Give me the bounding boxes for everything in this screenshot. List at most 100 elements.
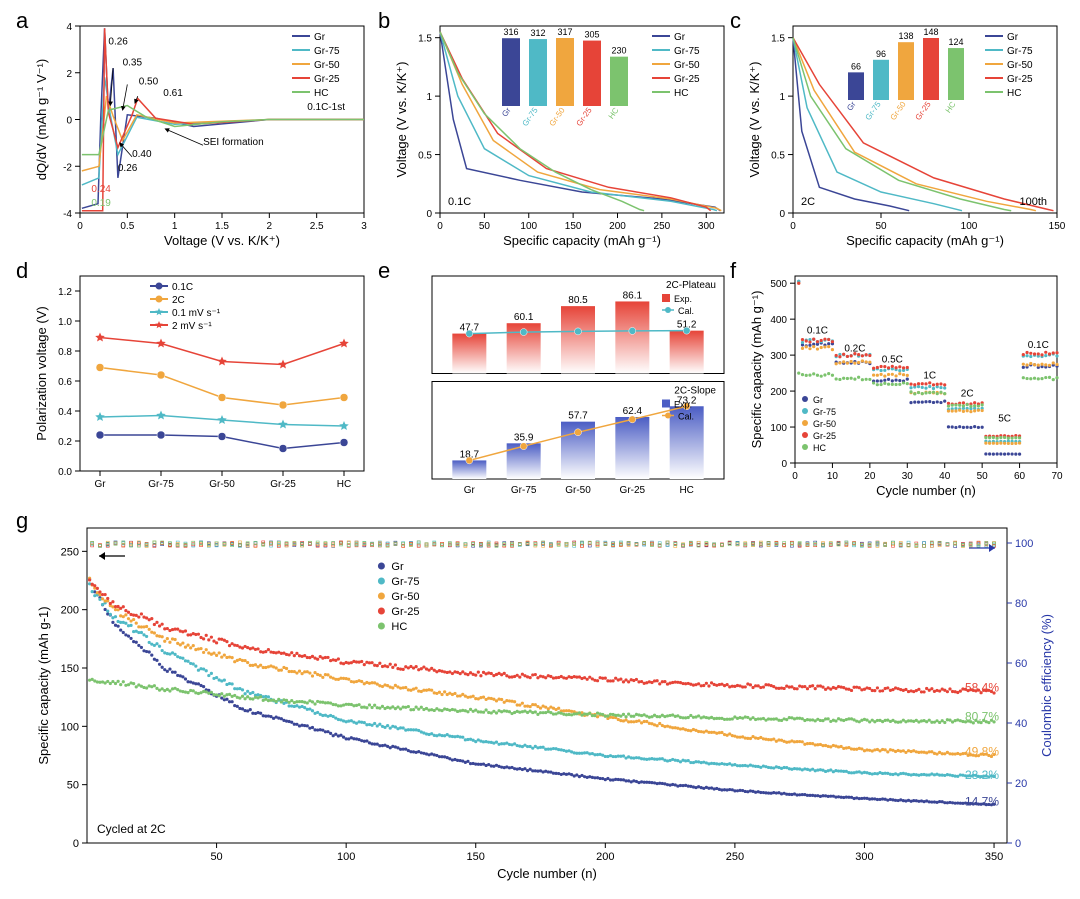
svg-text:316: 316 bbox=[503, 27, 518, 37]
svg-text:100: 100 bbox=[961, 221, 978, 232]
svg-text:300: 300 bbox=[698, 221, 715, 232]
svg-text:Gr-75: Gr-75 bbox=[674, 46, 700, 57]
svg-text:HC: HC bbox=[337, 479, 351, 490]
svg-text:100: 100 bbox=[337, 851, 355, 863]
svg-text:Coulombic efficiency (%): Coulombic efficiency (%) bbox=[1039, 614, 1054, 757]
svg-text:40: 40 bbox=[1015, 718, 1027, 730]
svg-text:300: 300 bbox=[855, 851, 873, 863]
svg-text:Gr-50: Gr-50 bbox=[548, 106, 567, 128]
svg-text:Gr-50: Gr-50 bbox=[391, 591, 419, 603]
svg-text:350: 350 bbox=[985, 851, 1003, 863]
svg-text:Gr: Gr bbox=[464, 485, 476, 496]
svg-text:35.9: 35.9 bbox=[514, 432, 534, 443]
svg-text:14.7%: 14.7% bbox=[965, 795, 999, 809]
svg-text:0: 0 bbox=[66, 116, 72, 127]
svg-text:Gr-50: Gr-50 bbox=[314, 60, 340, 71]
svg-text:5C: 5C bbox=[998, 414, 1011, 425]
svg-text:Gr-25: Gr-25 bbox=[314, 74, 340, 85]
svg-text:317: 317 bbox=[557, 27, 572, 37]
svg-text:86.1: 86.1 bbox=[623, 290, 643, 301]
svg-text:Gr-75: Gr-75 bbox=[511, 485, 537, 496]
svg-text:Gr: Gr bbox=[314, 32, 326, 43]
svg-text:150: 150 bbox=[565, 221, 582, 232]
svg-text:0.2C: 0.2C bbox=[844, 344, 865, 355]
svg-text:100: 100 bbox=[1015, 538, 1033, 550]
svg-text:250: 250 bbox=[654, 221, 671, 232]
svg-text:148: 148 bbox=[923, 27, 938, 37]
svg-text:0.1C: 0.1C bbox=[1028, 340, 1049, 351]
svg-text:200: 200 bbox=[596, 851, 614, 863]
svg-text:0.4: 0.4 bbox=[58, 407, 72, 418]
svg-text:Gr-75: Gr-75 bbox=[521, 106, 540, 128]
svg-text:0: 0 bbox=[426, 209, 432, 220]
svg-text:Gr-25: Gr-25 bbox=[620, 485, 646, 496]
svg-text:0: 0 bbox=[1015, 838, 1021, 850]
svg-text:1.5: 1.5 bbox=[771, 34, 785, 45]
svg-text:0: 0 bbox=[781, 459, 787, 470]
panel-g-label: g bbox=[16, 508, 28, 534]
svg-text:0: 0 bbox=[437, 221, 443, 232]
svg-text:0.1C: 0.1C bbox=[172, 282, 193, 293]
svg-text:0.8: 0.8 bbox=[58, 347, 72, 358]
svg-text:HC: HC bbox=[391, 621, 407, 633]
svg-text:2C-Slope: 2C-Slope bbox=[674, 386, 716, 397]
svg-text:250: 250 bbox=[726, 851, 744, 863]
svg-text:HC: HC bbox=[607, 106, 621, 121]
svg-text:50: 50 bbox=[67, 780, 79, 792]
svg-text:0: 0 bbox=[779, 209, 785, 220]
panel-b: 05010015020025030000.511.5Specific capac… bbox=[392, 18, 732, 253]
svg-text:Cycle number (n): Cycle number (n) bbox=[497, 866, 597, 881]
svg-text:Gr-25: Gr-25 bbox=[391, 606, 419, 618]
svg-text:Gr: Gr bbox=[845, 100, 858, 113]
svg-text:300: 300 bbox=[770, 351, 787, 362]
svg-text:HC: HC bbox=[679, 485, 693, 496]
svg-text:100: 100 bbox=[520, 221, 537, 232]
svg-text:0.1C: 0.1C bbox=[448, 196, 471, 208]
panel-f: 0102030405060700100200300400500Cycle num… bbox=[745, 268, 1065, 503]
svg-text:50: 50 bbox=[210, 851, 222, 863]
svg-text:2: 2 bbox=[66, 69, 72, 80]
svg-text:0: 0 bbox=[77, 221, 83, 232]
svg-text:Gr: Gr bbox=[94, 479, 106, 490]
svg-text:230: 230 bbox=[611, 46, 626, 56]
svg-text:0.61: 0.61 bbox=[163, 88, 183, 99]
svg-text:Gr-75: Gr-75 bbox=[813, 407, 836, 417]
svg-text:60.1: 60.1 bbox=[514, 312, 534, 323]
svg-text:Cycle number (n): Cycle number (n) bbox=[876, 483, 976, 498]
svg-text:Gr-75: Gr-75 bbox=[864, 100, 883, 122]
svg-text:Specific capacity (mAh g⁻¹): Specific capacity (mAh g⁻¹) bbox=[503, 233, 661, 248]
svg-text:0.26: 0.26 bbox=[108, 37, 128, 48]
svg-text:0.5: 0.5 bbox=[418, 151, 432, 162]
svg-text:1.2: 1.2 bbox=[58, 287, 72, 298]
svg-text:100: 100 bbox=[770, 423, 787, 434]
svg-text:HC: HC bbox=[674, 88, 688, 99]
svg-text:62.4: 62.4 bbox=[623, 406, 643, 417]
svg-text:Gr-50: Gr-50 bbox=[889, 100, 908, 122]
svg-text:HC: HC bbox=[314, 88, 328, 99]
svg-text:58.4%: 58.4% bbox=[965, 680, 999, 694]
svg-text:0.5: 0.5 bbox=[771, 151, 785, 162]
panel-d: 0.00.20.40.60.81.01.2GrGr-75Gr-50Gr-25HC… bbox=[32, 268, 372, 503]
svg-text:0.40: 0.40 bbox=[132, 149, 152, 160]
panel-a: 00.511.522.53-4-2024Voltage (V vs. K/K⁺)… bbox=[32, 18, 372, 253]
svg-text:Specific capacity (mAh g-1): Specific capacity (mAh g-1) bbox=[36, 606, 51, 764]
panel-b-label: b bbox=[378, 8, 390, 34]
svg-text:60: 60 bbox=[1014, 471, 1026, 482]
svg-text:10: 10 bbox=[827, 471, 839, 482]
svg-text:1C: 1C bbox=[923, 370, 936, 381]
svg-text:0: 0 bbox=[73, 838, 79, 850]
svg-text:96: 96 bbox=[876, 49, 886, 59]
panel-e: 47.760.180.586.151.22C-PlateauExp.Cal.18… bbox=[392, 268, 732, 503]
svg-text:Gr-25: Gr-25 bbox=[1007, 74, 1033, 85]
svg-text:0.1 mV s⁻¹: 0.1 mV s⁻¹ bbox=[172, 308, 221, 319]
svg-text:200: 200 bbox=[609, 221, 626, 232]
svg-text:0: 0 bbox=[792, 471, 798, 482]
svg-text:200: 200 bbox=[61, 605, 79, 617]
svg-text:2: 2 bbox=[267, 221, 273, 232]
svg-text:70: 70 bbox=[1051, 471, 1063, 482]
svg-text:4: 4 bbox=[66, 22, 72, 33]
svg-text:28.2%: 28.2% bbox=[965, 768, 999, 782]
svg-text:100th: 100th bbox=[1019, 196, 1047, 208]
panel-e-label: e bbox=[378, 258, 390, 284]
svg-text:66: 66 bbox=[851, 61, 861, 71]
